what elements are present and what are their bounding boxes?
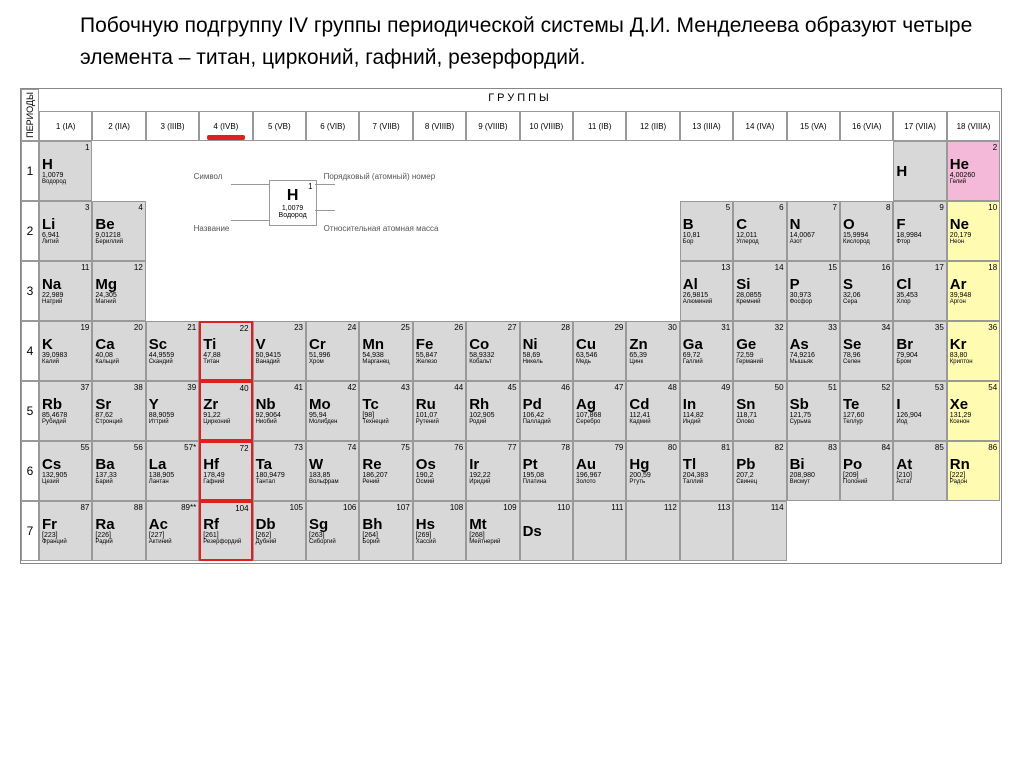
element-He: 2He4,00260Гелий (947, 141, 1000, 201)
element-W: 74W183,85Вольфрам (306, 441, 359, 501)
element-Ra: 88Ra[226]Радий (92, 501, 145, 561)
element-Mt: 109Mt[268]Мейтнерий (466, 501, 519, 561)
element-Tc: 43Tc[98]Технеций (359, 381, 412, 441)
element-Mo: 42Mo95,94Молибден (306, 381, 359, 441)
element-Mn: 25Mn54,938Марганец (359, 321, 412, 381)
element-As: 33As74,9216Мышьяк (787, 321, 840, 381)
element-Sg: 106Sg[263]Сиборгий (306, 501, 359, 561)
element-Re: 75Re186,207Рений (359, 441, 412, 501)
element-Mg: 12Mg24,305Магний (92, 261, 145, 321)
element-Sr: 38Sr87,62Стронций (92, 381, 145, 441)
page-title: Побочную подгруппу IV группы периодическ… (20, 10, 1004, 88)
element-P: 15P30,973Фосфор (787, 261, 840, 321)
element-Pb: 82Pb207,2Свинец (733, 441, 786, 501)
element-Ir: 77Ir192,22Иридий (466, 441, 519, 501)
element-H: H (893, 141, 946, 201)
element-Ne: 10Ne20,179Неон (947, 201, 1000, 261)
element-Ga: 31Ga69,72Галлий (680, 321, 733, 381)
element-Pt: 78Pt195,08Платина (520, 441, 573, 501)
element-Ca: 20Ca40,08Кальций (92, 321, 145, 381)
element-Os: 76Os190,2Осмий (413, 441, 466, 501)
element-Nb: 41Nb92,9064Ниобий (253, 381, 306, 441)
element-Ni: 28Ni58,69Никель (520, 321, 573, 381)
element-Be: 4Be9,01218Бериллий (92, 201, 145, 261)
element-Li: 3Li6,941Литий (39, 201, 92, 261)
element-Db: 105Db[262]Дубний (253, 501, 306, 561)
element-Hf: 72Hf178,49Гафний (199, 441, 252, 501)
element-I: 53I126,904Иод (893, 381, 946, 441)
element-Kr: 36Kr83,80Криптон (947, 321, 1000, 381)
element-Rh: 45Rh102,905Родий (466, 381, 519, 441)
element-At: 85At[210]Астат (893, 441, 946, 501)
element-Tl: 81Tl204,383Таллий (680, 441, 733, 501)
element-Ba: 56Ba137,33Барий (92, 441, 145, 501)
element-Hs: 108Hs[269]Хассий (413, 501, 466, 561)
element-Ge: 32Ge72,59Германий (733, 321, 786, 381)
element-Au: 79Au196,967Золото (573, 441, 626, 501)
element-Po: 84Po[209]Полоний (840, 441, 893, 501)
element-Xe: 54Xe131,29Ксенон (947, 381, 1000, 441)
element-113: 113 (680, 501, 733, 561)
element-Cu: 29Cu63,546Медь (573, 321, 626, 381)
element-Rn: 86Rn[222]Радон (947, 441, 1000, 501)
element-Br: 35Br79,904Бром (893, 321, 946, 381)
element-Cr: 24Cr51,996Хром (306, 321, 359, 381)
element-Sn: 50Sn118,71Олово (733, 381, 786, 441)
element-Y: 39Y88,9059Иттрий (146, 381, 199, 441)
element-La: 57*La138,905Лантан (146, 441, 199, 501)
element-S: 16S32,06Сера (840, 261, 893, 321)
periodic-table: ПЕРИОДЫГРУППЫ1 (IA)2 (IIA)3 (IIIB)4 (IVB… (20, 88, 1002, 564)
element-V: 23V50,9415Ванадий (253, 321, 306, 381)
element-Cl: 17Cl35,453Хлор (893, 261, 946, 321)
element-Te: 52Te127,60Теллур (840, 381, 893, 441)
element-Na: 11Na22,989Натрий (39, 261, 92, 321)
element-Al: 13Al26,9815Алюминий (680, 261, 733, 321)
element-B: 5B10,81Бор (680, 201, 733, 261)
element-Sb: 51Sb121,75Сурьма (787, 381, 840, 441)
element-Rf: 104Rf[261]Резерфордий (199, 501, 252, 561)
element-Fe: 26Fe55,847Железо (413, 321, 466, 381)
element-F: 9F18,9984Фтор (893, 201, 946, 261)
element-Co: 27Co58,9332Кобальт (466, 321, 519, 381)
element-Sc: 21Sc44,9559Скандий (146, 321, 199, 381)
element-112: 112 (626, 501, 679, 561)
element-N: 7N14,0067Азот (787, 201, 840, 261)
element-114: 114 (733, 501, 786, 561)
element-Ru: 44Ru101,07Рутений (413, 381, 466, 441)
element-Ar: 18Ar39,948Аргон (947, 261, 1000, 321)
element-Ac: 89**Ac[227]Актиний (146, 501, 199, 561)
element-In: 49In114,82Индий (680, 381, 733, 441)
element-111: 111 (573, 501, 626, 561)
element-Pd: 46Pd106,42Палладий (520, 381, 573, 441)
element-Ag: 47Ag107,868Серебро (573, 381, 626, 441)
element-Zn: 30Zn65,39Цинк (626, 321, 679, 381)
element-Fr: 87Fr[223]Франций (39, 501, 92, 561)
element-Ds: 110Ds (520, 501, 573, 561)
element-Rb: 37Rb85,4678Рубидий (39, 381, 92, 441)
element-Ti: 22Ti47,88Титан (199, 321, 252, 381)
element-H: 1H1,0079Водород (39, 141, 92, 201)
element-Si: 14Si28,0855Кремний (733, 261, 786, 321)
element-Cd: 48Cd112,41Кадмий (626, 381, 679, 441)
element-C: 6C12,011Углерод (733, 201, 786, 261)
element-Ta: 73Ta180,9479Тантал (253, 441, 306, 501)
element-O: 8O15,9994Кислород (840, 201, 893, 261)
element-Bi: 83Bi208,980Висмут (787, 441, 840, 501)
element-K: 19K39,0983Калий (39, 321, 92, 381)
element-Zr: 40Zr91,22Цирконий (199, 381, 252, 441)
element-Cs: 55Cs132,905Цезий (39, 441, 92, 501)
element-Bh: 107Bh[264]Борий (359, 501, 412, 561)
element-Se: 34Se78,96Селен (840, 321, 893, 381)
element-Hg: 80Hg200,59Ртуть (626, 441, 679, 501)
